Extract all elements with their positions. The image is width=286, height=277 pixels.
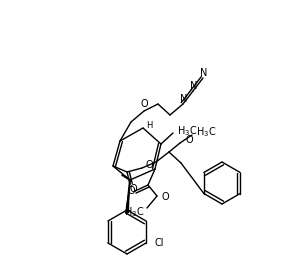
Polygon shape [125, 180, 130, 213]
Text: N: N [180, 94, 188, 104]
Text: H$_3$C: H$_3$C [177, 124, 197, 138]
Text: H$_3$C: H$_3$C [196, 125, 216, 139]
Text: N: N [200, 68, 208, 78]
Text: H: H [146, 120, 152, 130]
Text: O: O [146, 160, 154, 170]
Text: Cl: Cl [154, 238, 164, 248]
Text: O: O [140, 99, 148, 109]
Text: N: N [190, 81, 198, 91]
Text: O: O [129, 184, 137, 194]
Text: O: O [185, 135, 193, 145]
Text: H$_3$C: H$_3$C [124, 205, 144, 219]
Text: O: O [127, 186, 135, 196]
Text: O: O [162, 192, 170, 202]
